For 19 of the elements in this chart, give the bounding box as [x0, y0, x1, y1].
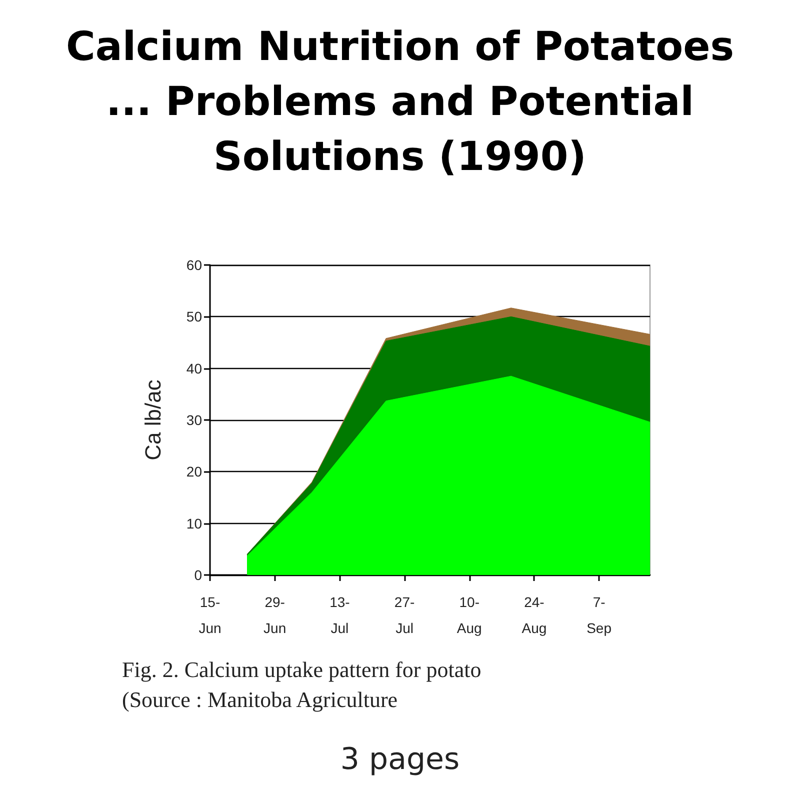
y-tick-label: 20 — [186, 464, 202, 480]
x-tick-label: 24- Aug — [522, 594, 547, 636]
chart-title: Calcium Nutrition of Potatoes ... Problems and Potential Solutions (1990) — [64, 23, 736, 182]
x-tick-label: 13- Jul — [330, 594, 350, 636]
x-tick-label: 10- Aug — [456, 594, 482, 636]
y-tick-label: 0 — [194, 567, 202, 583]
y-tick-label: 30 — [186, 412, 202, 428]
caption: Fig. 2. Calcium uptake pattern for potato — [122, 657, 482, 683]
text: (Source : Manitoba Agriculture — [122, 687, 398, 713]
x-tick-label: 29- Jun — [264, 594, 286, 636]
y-tick-label: 50 — [186, 308, 202, 325]
y-tick-label: 40 — [186, 360, 202, 376]
y-axis-title: Ca lb/ac — [140, 380, 166, 460]
x-tick-label: 27- Jul — [394, 594, 415, 636]
y-tick-label: 60 — [186, 257, 202, 273]
x-tick-label: 15- Jun — [198, 594, 222, 636]
x-tick-label: 7- Sep — [586, 594, 612, 636]
text: 3 pages — [339, 742, 461, 777]
y-tick-label: 10 — [186, 515, 202, 532]
